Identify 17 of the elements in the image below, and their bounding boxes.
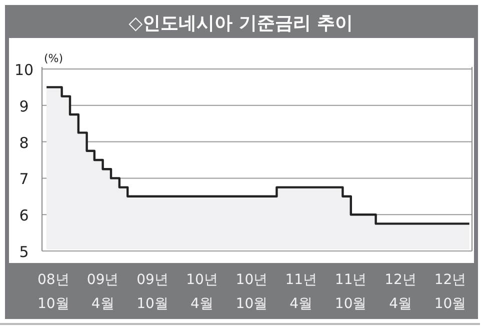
y-tick-label: 8 [19,134,29,152]
x-tick-label: 11년 4월 [285,272,318,312]
x-tick-label: 12년 10월 [434,272,466,312]
x-tick-label: 12년 4월 [384,272,416,312]
x-tick-label: 09년 4월 [86,272,119,312]
x-tick-label: 08년 10월 [37,272,70,312]
y-tick-label: 6 [19,206,29,225]
x-tick-label: 10년 10월 [236,272,268,312]
x-tick-label: 11년 10월 [334,272,367,312]
chart-title: ◇인도네시아 기준금리 추이 [128,13,354,34]
x-tick-label: 09년 10월 [136,272,168,312]
x-tick-label: 10년 4월 [186,272,218,312]
y-tick-label: 10 [14,61,34,79]
y-tick-label: 7 [19,170,29,188]
y-tick-label: 9 [19,97,29,116]
y-axis-title: (%) [44,52,64,65]
y-tick-label: 5 [19,243,29,261]
